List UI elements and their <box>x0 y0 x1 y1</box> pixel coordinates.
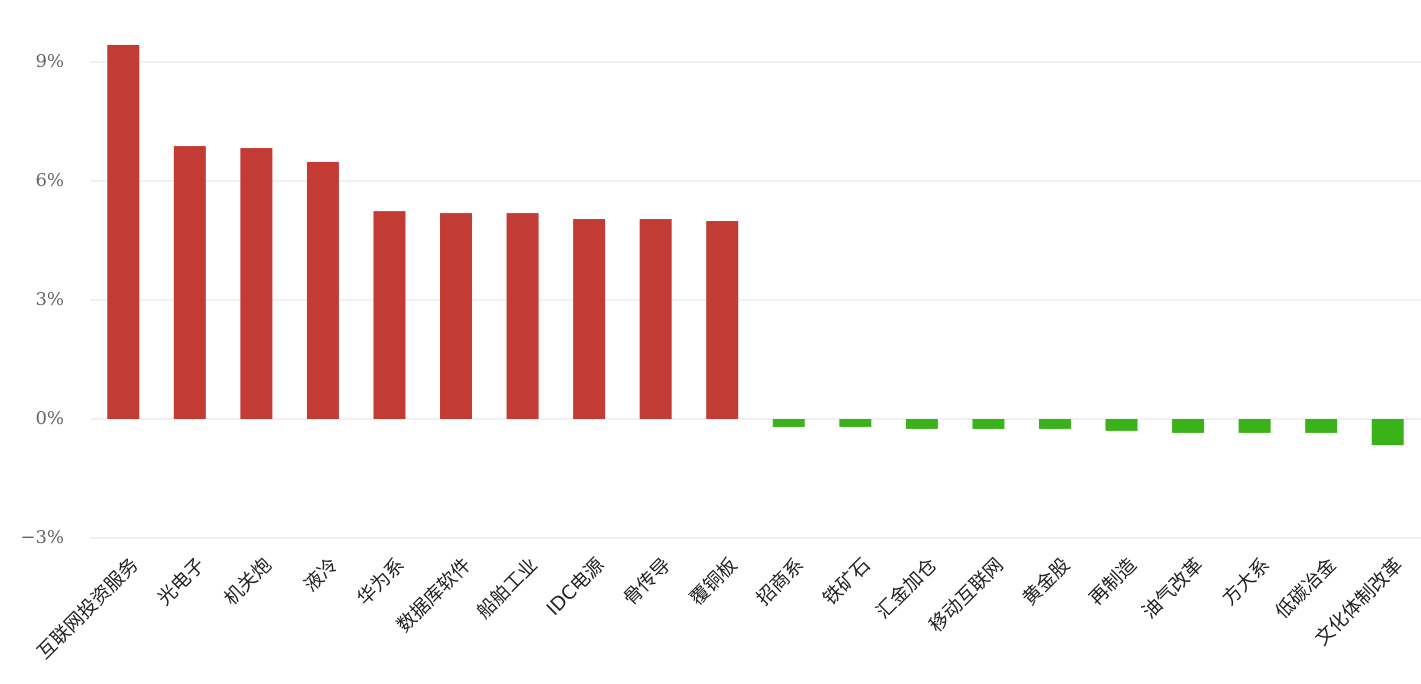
bar <box>972 419 1005 429</box>
y-tick-label: −3% <box>20 527 64 548</box>
x-tick-label: 低碳冶金 <box>1271 554 1340 623</box>
bar <box>1038 419 1071 429</box>
x-tick-label: 方大系 <box>1218 554 1274 610</box>
x-tick-label: 华为系 <box>353 554 409 610</box>
x-tick-label: 液冷 <box>300 554 342 596</box>
y-tick-label: 3% <box>35 289 64 310</box>
x-tick-label: IDC电源 <box>542 554 608 620</box>
bar <box>573 219 606 419</box>
y-tick-label: 6% <box>35 170 64 191</box>
x-tick-label: 骨传导 <box>619 554 675 610</box>
bar <box>1371 419 1404 446</box>
bar <box>772 419 805 427</box>
bar <box>107 44 140 420</box>
bar <box>639 219 672 419</box>
bar <box>1105 419 1138 431</box>
bar <box>1305 419 1338 433</box>
bar <box>905 419 938 429</box>
x-tick-label: 船舶工业 <box>473 554 542 623</box>
bar <box>306 161 339 419</box>
x-tick-label: 互联网投资服务 <box>33 554 143 664</box>
x-tick-label: 覆铜板 <box>686 554 742 610</box>
bar <box>706 221 739 419</box>
x-tick-label: 铁矿石 <box>819 554 875 610</box>
bar <box>440 213 473 419</box>
bar <box>240 148 273 419</box>
x-tick-label: 光电子 <box>153 554 209 610</box>
x-tick-label: 机关炮 <box>220 554 276 610</box>
bar <box>1238 419 1271 433</box>
x-tick-label: 汇金加仓 <box>872 554 941 623</box>
bar <box>506 213 539 419</box>
x-tick-label: 油气改革 <box>1138 554 1207 623</box>
bar <box>839 419 872 427</box>
x-tick-label: 再制造 <box>1085 554 1141 610</box>
y-tick-label: 0% <box>35 408 64 429</box>
x-tick-label: 黄金股 <box>1019 554 1075 610</box>
y-tick-label: 9% <box>35 51 64 72</box>
bar <box>373 211 406 419</box>
x-tick-label: 招商系 <box>752 554 808 610</box>
bar <box>173 146 206 419</box>
bar <box>1172 419 1205 433</box>
